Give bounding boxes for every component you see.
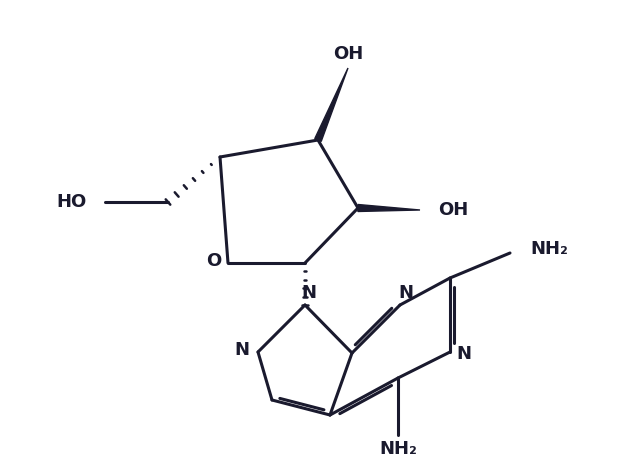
Text: OH: OH: [438, 201, 468, 219]
Text: N: N: [301, 284, 317, 302]
Text: N: N: [456, 345, 472, 363]
Polygon shape: [315, 68, 348, 141]
Text: NH₂: NH₂: [530, 240, 568, 258]
Text: NH₂: NH₂: [379, 440, 417, 458]
Text: N: N: [399, 284, 413, 302]
Text: OH: OH: [333, 45, 363, 63]
Text: O: O: [206, 252, 221, 270]
Text: HO: HO: [57, 193, 87, 211]
Polygon shape: [358, 204, 420, 212]
Text: N: N: [234, 341, 250, 359]
